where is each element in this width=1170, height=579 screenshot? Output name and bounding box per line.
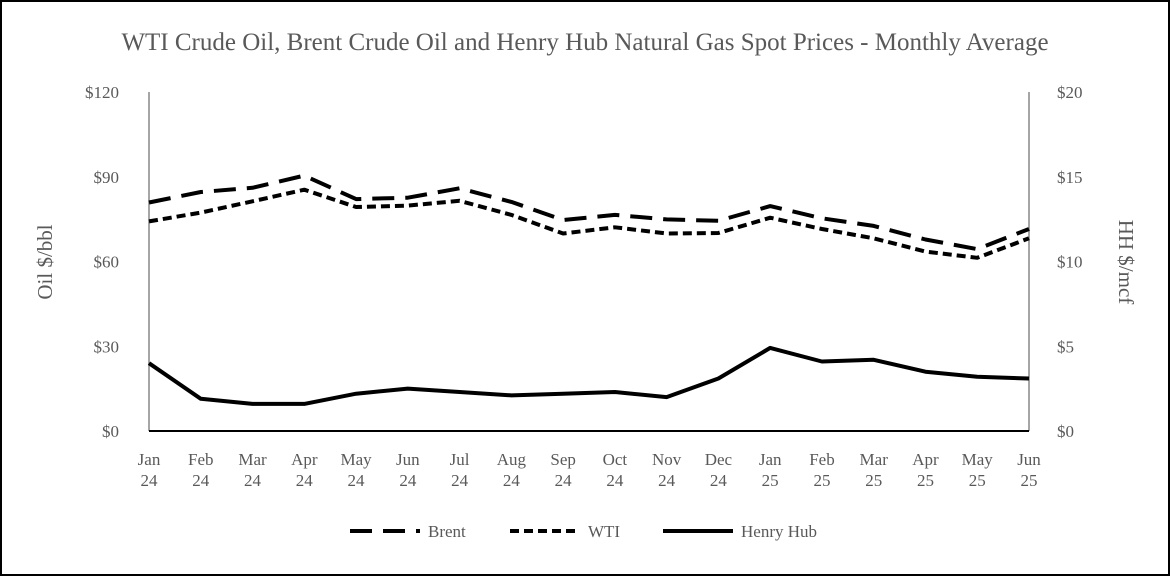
x-tick-label: May 25 [962,450,994,490]
y-axis-right-ticks: $0 $5 $10 $15 $20 [1057,83,1083,441]
x-tick-label: Jun 25 [1017,450,1041,490]
series-lines [147,173,1030,406]
y-axis-left-title: Oil $/bbl [33,224,57,299]
legend-label-brent: Brent [428,522,466,541]
x-tick-label: Apr 25 [912,450,939,490]
x-tick-label: May 24 [340,450,372,490]
y-right-tick-label: $5 [1057,337,1074,356]
y-axis-right-title: HH $/mcf [1114,220,1138,305]
y-left-tick-label: $30 [94,337,120,356]
chart-title: WTI Crude Oil, Brent Crude Oil and Henry… [121,29,1048,56]
series-line-henry-hub [147,345,1030,406]
y-right-tick-label: $20 [1057,83,1083,102]
x-tick-label: Oct 24 [603,450,628,490]
x-axis-ticks: Jan 24 Feb 24 Mar 24 Apr 24 May 24 Jun 24 Jul 24 Aug 24… [138,450,1042,490]
series-line-brent [148,173,1030,252]
y-left-tick-label: $60 [94,253,120,272]
legend-label-wti: WTI [588,522,620,541]
x-tick-label: Mar 24 [238,450,267,490]
x-tick-label: Dec 24 [705,450,733,490]
x-tick-label: Feb 24 [188,450,214,490]
x-tick-label: Feb 25 [809,450,835,490]
y-left-tick-label: $120 [85,83,119,102]
legend-label-henry-hub: Henry Hub [741,522,817,541]
axes [148,92,1030,432]
y-right-tick-label: $10 [1057,253,1083,272]
x-tick-label: Apr 24 [291,450,318,490]
x-tick-label: Jan 25 [759,450,782,490]
x-tick-label: Jul 24 [450,450,470,490]
y-right-tick-label: $15 [1057,168,1083,187]
y-axis-left-ticks: $0 $30 $60 $90 $120 [85,83,119,441]
y-right-tick-label: $0 [1057,422,1074,441]
y-left-tick-label: $90 [94,168,120,187]
x-tick-label: Aug 24 [497,450,527,490]
x-tick-label: Sep 24 [550,450,576,490]
x-tick-label: Mar 25 [860,450,889,490]
series-line-wti [148,187,1030,260]
x-tick-label: Jun 24 [396,450,420,490]
legend: Brent WTI Henry Hub [350,522,817,541]
y-left-tick-label: $0 [102,422,119,441]
x-tick-label: Jan 24 [138,450,161,490]
x-tick-label: Nov 24 [652,450,682,490]
